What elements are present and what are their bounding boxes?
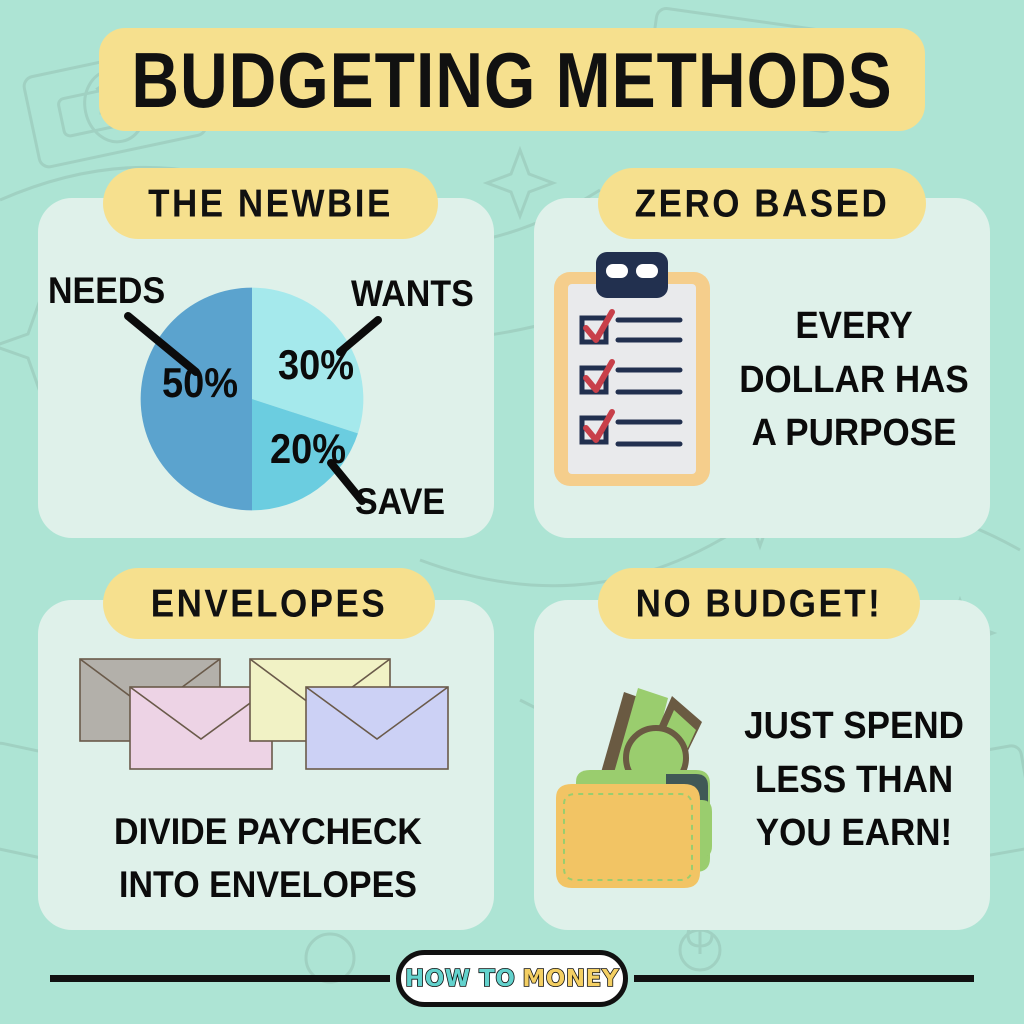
section-label-no-budget: NO BUDGET! bbox=[635, 581, 883, 625]
pie-value-wants: 30% bbox=[278, 342, 355, 390]
envelopes-line-1: DIVIDE PAYCHECK bbox=[114, 811, 422, 853]
no-budget-line-1: JUST SPEND bbox=[744, 704, 964, 747]
zero-based-line-1: EVERY bbox=[795, 304, 913, 347]
section-header-envelopes: ENVELOPES bbox=[103, 568, 435, 639]
page-title-banner: BUDGETING METHODS bbox=[99, 28, 925, 131]
pie-label-wants: WANTS bbox=[351, 273, 474, 315]
wallet-cash-icon bbox=[556, 688, 712, 888]
pie-label-save: SAVE bbox=[355, 481, 446, 523]
zero-based-line-3: A PURPOSE bbox=[751, 411, 957, 454]
zero-based-description: EVERY DOLLAR HAS A PURPOSE bbox=[726, 299, 982, 460]
section-header-the-newbie: THE NEWBIE bbox=[103, 168, 438, 239]
section-label-zero-based: ZERO BASED bbox=[634, 181, 890, 225]
zero-based-line-2: DOLLAR HAS bbox=[739, 358, 969, 401]
clipboard-checklist-icon bbox=[554, 252, 710, 486]
footer-rule-left bbox=[50, 975, 390, 982]
envelopes-icon bbox=[79, 658, 449, 770]
envelopes-line-2: INTO ENVELOPES bbox=[119, 864, 417, 906]
pie-value-save: 20% bbox=[270, 426, 347, 474]
no-budget-line-3: YOU EARN! bbox=[755, 811, 953, 854]
section-label-envelopes: ENVELOPES bbox=[150, 581, 388, 625]
no-budget-description: JUST SPEND LESS THAN YOU EARN! bbox=[726, 699, 982, 860]
footer-rule-right bbox=[634, 975, 974, 982]
brand-logo-word-how-to: HOW TO bbox=[404, 965, 516, 993]
section-label-the-newbie: THE NEWBIE bbox=[148, 181, 393, 225]
section-header-no-budget: NO BUDGET! bbox=[598, 568, 920, 639]
pie-value-needs: 50% bbox=[162, 360, 239, 408]
no-budget-line-2: LESS THAN bbox=[754, 758, 954, 801]
page-title: BUDGETING METHODS bbox=[131, 35, 893, 124]
brand-logo: HOW TO MONEY bbox=[396, 950, 628, 1007]
envelopes-description: DIVIDE PAYCHECK INTO ENVELOPES bbox=[58, 806, 478, 912]
pie-label-needs: NEEDS bbox=[48, 270, 166, 312]
brand-logo-word-money: MONEY bbox=[522, 965, 620, 993]
section-header-zero-based: ZERO BASED bbox=[598, 168, 926, 239]
